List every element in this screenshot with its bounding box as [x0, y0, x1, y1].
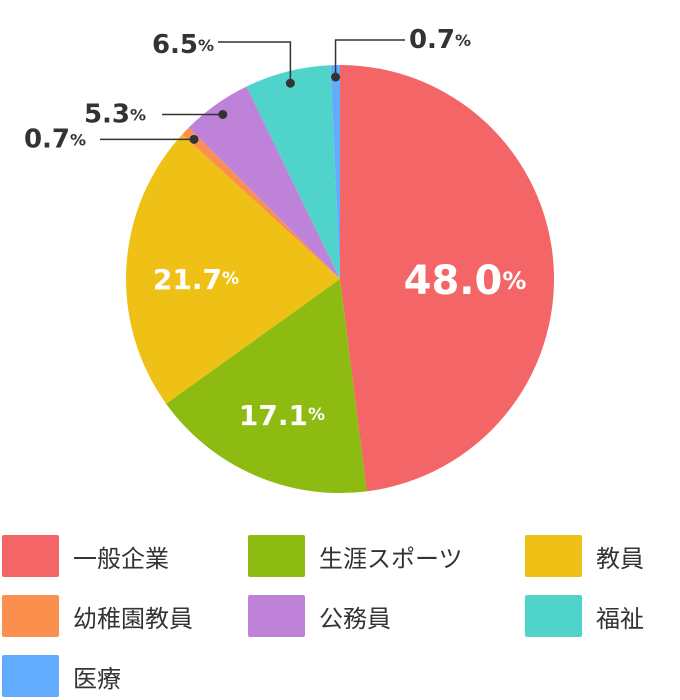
- data-label: 5.3%: [84, 99, 146, 129]
- data-label: 0.7%: [409, 25, 471, 55]
- legend-label: 医療: [73, 664, 121, 693]
- legend-label: 幼稚園教員: [73, 604, 193, 633]
- legend-swatch: [2, 655, 59, 697]
- data-label: 17.1%: [239, 399, 325, 432]
- pie-slice: [182, 127, 340, 280]
- legend-label: 生涯スポーツ: [319, 544, 463, 573]
- pie-slice: [166, 279, 367, 494]
- data-label: 48.0%: [404, 258, 527, 304]
- legend-item-lifelong-sports: 生涯スポーツ: [248, 535, 463, 577]
- data-label: 6.5%: [152, 30, 214, 60]
- legend-swatch: [2, 535, 59, 577]
- legend-item-general-company: 一般企業: [2, 535, 169, 577]
- data-labels: 48.0%17.1%21.7%0.7%5.3%6.5% 0.7%: [24, 25, 526, 432]
- data-label: 0.7%: [24, 124, 86, 154]
- leader-lines: [100, 39, 405, 144]
- legend-item-kindergarten-teacher: 幼稚園教員: [2, 595, 193, 637]
- legend-label: 公務員: [319, 604, 391, 633]
- legend-item-medical: 医療: [2, 655, 121, 697]
- pie-chart: 48.0%17.1%21.7%0.7%5.3%6.5% 0.7%: [24, 25, 554, 494]
- leader-dot: [331, 72, 341, 82]
- pie-slice: [340, 65, 554, 492]
- legend-swatch: [2, 595, 59, 637]
- legend-swatch: [525, 595, 582, 637]
- legend: 一般企業 生涯スポーツ 教員 幼稚園教員 公務員 福祉 医療: [0, 535, 680, 700]
- data-label: 21.7%: [153, 263, 239, 296]
- legend-item-welfare: 福祉: [525, 595, 644, 637]
- pie-slice: [246, 65, 340, 279]
- leader-dot: [218, 109, 228, 119]
- leader-dot: [189, 134, 199, 144]
- legend-item-civil-servant: 公務員: [248, 595, 391, 637]
- leader-line: [334, 39, 405, 78]
- pie-slice: [188, 86, 340, 279]
- pie-slice: [330, 65, 340, 279]
- legend-swatch: [525, 535, 582, 577]
- pie-slices: [125, 65, 554, 494]
- leader-dot: [285, 78, 295, 88]
- legend-swatch: [248, 535, 305, 577]
- legend-swatch: [248, 595, 305, 637]
- pie-slice: [125, 134, 341, 404]
- legend-item-teacher: 教員: [525, 535, 644, 577]
- legend-label: 一般企業: [73, 544, 169, 573]
- legend-label: 教員: [596, 544, 644, 573]
- leader-line: [218, 41, 292, 84]
- legend-label: 福祉: [596, 604, 644, 633]
